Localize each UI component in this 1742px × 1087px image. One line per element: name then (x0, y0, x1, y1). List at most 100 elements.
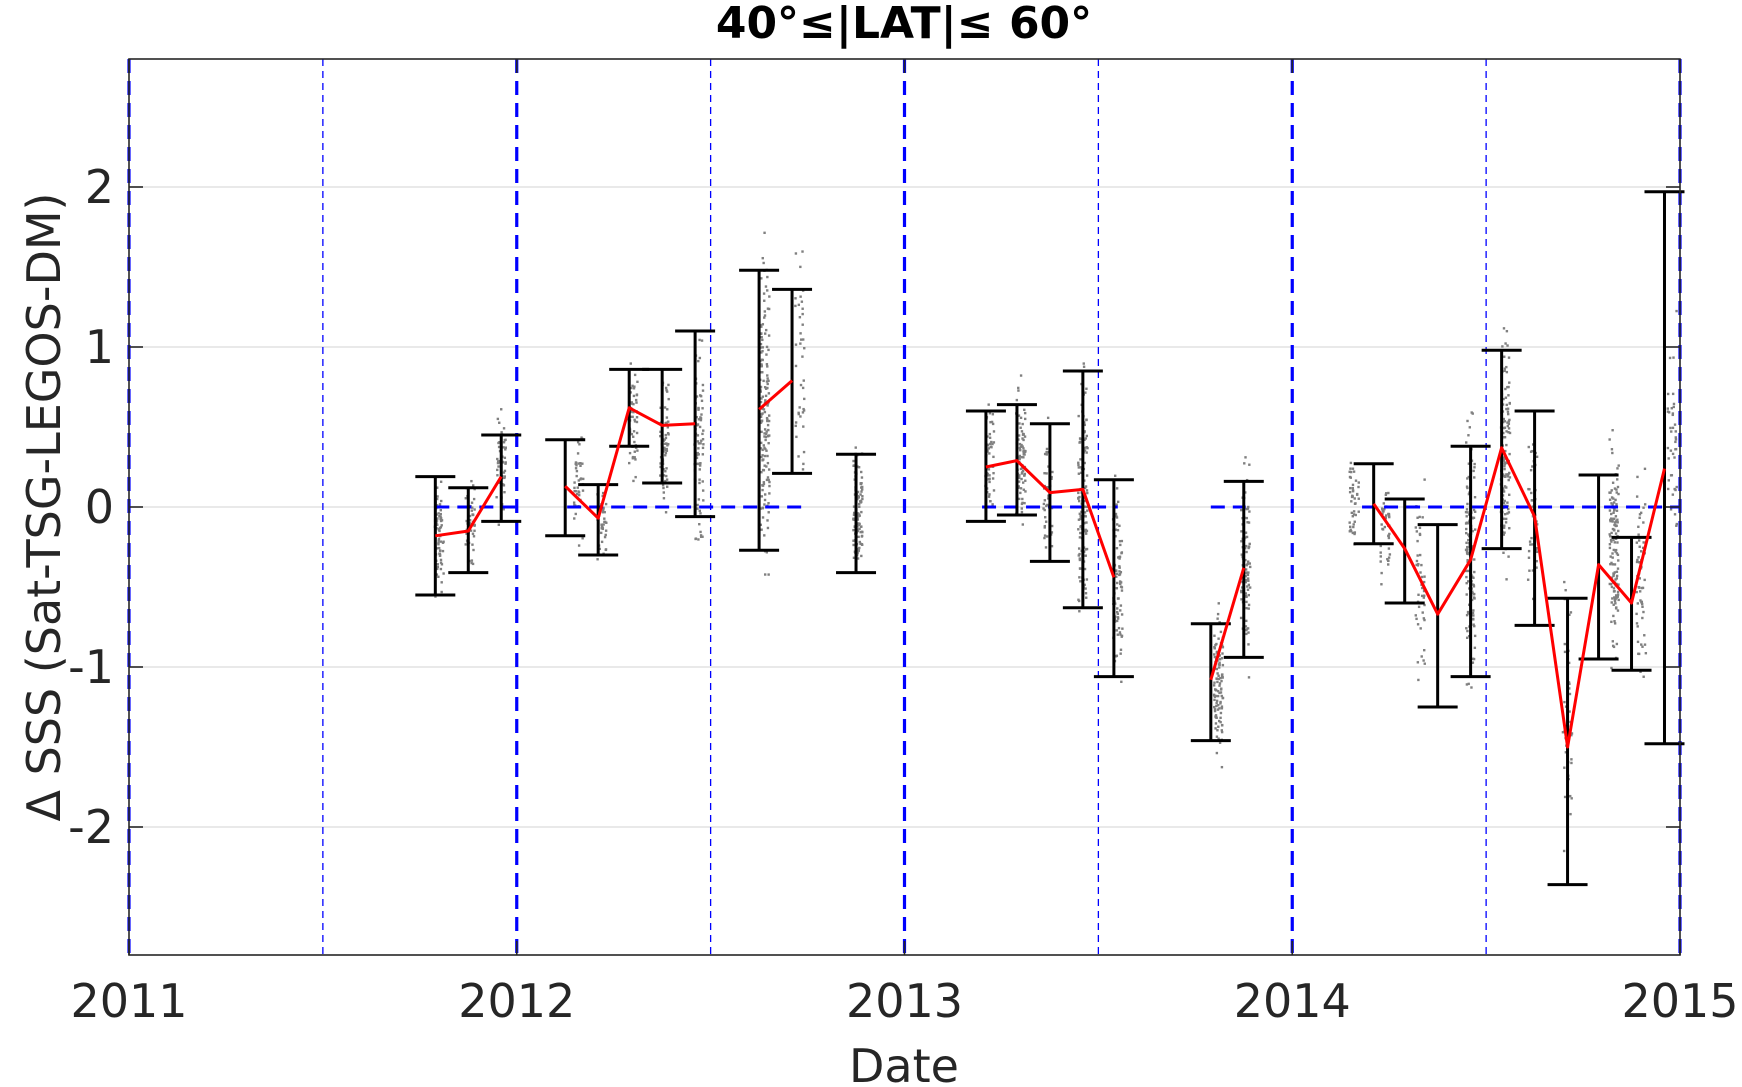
scatter-point (1246, 588, 1250, 591)
scatter-point (1414, 526, 1418, 529)
scatter-point (1020, 502, 1024, 506)
scatter-point (1045, 450, 1048, 454)
scatter-point (1213, 634, 1216, 637)
scatter-point (1245, 550, 1248, 554)
scatter-point (759, 342, 763, 346)
scatter-point (1642, 506, 1645, 509)
scatter-point (767, 478, 770, 482)
scatter-point (768, 484, 771, 488)
scatter-point (701, 383, 705, 387)
scatter-point (1415, 559, 1419, 563)
scatter-point (661, 483, 665, 487)
scatter-point (1502, 487, 1505, 490)
scatter-point (601, 508, 605, 512)
scatter-point (662, 497, 666, 500)
error-bar (1190, 622, 1231, 743)
scatter-point (600, 524, 604, 528)
scatter-point (1022, 452, 1026, 455)
scatter-point (766, 461, 770, 465)
scatter-point (852, 528, 855, 532)
scatter-point (1084, 529, 1087, 533)
scatter-point (1506, 424, 1510, 428)
scatter-point (1352, 525, 1355, 529)
scatter-point (1243, 462, 1246, 465)
scatter-point (1351, 489, 1355, 492)
scatter-point (572, 501, 576, 504)
scatter-point (1507, 478, 1510, 482)
scatter-point (1507, 420, 1511, 423)
scatter-point (665, 421, 668, 424)
scatter-point (991, 477, 995, 480)
scatter-point (1508, 381, 1511, 384)
scatter-point (1019, 374, 1023, 377)
scatter-point (1530, 536, 1533, 540)
scatter-point (760, 397, 763, 400)
scatter-point (604, 502, 608, 506)
scatter-point (1642, 610, 1645, 614)
scatter-point (1220, 730, 1224, 734)
scatter-point (765, 465, 768, 468)
scatter-point (1666, 392, 1670, 396)
scatter-point (1473, 510, 1477, 513)
scatter-point (764, 438, 767, 442)
scatter-point (1247, 607, 1250, 610)
scatter-point (1642, 521, 1645, 524)
scatter-point (1086, 491, 1089, 495)
scatter-point (1674, 438, 1678, 441)
scatter-point (1465, 515, 1468, 518)
scatter-point (766, 307, 770, 310)
scatter-point (1353, 502, 1357, 505)
scatter-point (1666, 446, 1670, 450)
scatter-point (503, 438, 507, 442)
scatter-point (1244, 592, 1248, 595)
scatter-point (496, 468, 499, 472)
error-bar (836, 452, 877, 575)
scatter-point (1083, 430, 1086, 433)
scatter-point (1050, 524, 1054, 528)
scatter-point (632, 430, 636, 433)
scatter-point (1610, 601, 1613, 604)
scatter-point (1043, 526, 1046, 529)
scatter-point (635, 416, 639, 419)
scatter-point (987, 403, 990, 406)
scatter-point (852, 543, 855, 547)
scatter-point (1467, 538, 1470, 542)
scatter-point (861, 495, 864, 498)
scatter-point (496, 474, 499, 477)
scatter-point (436, 563, 439, 566)
scatter-point (1380, 583, 1383, 586)
scatter-point (764, 447, 767, 451)
scatter-point (697, 442, 701, 445)
scatter-point (634, 475, 637, 479)
scatter-point (577, 462, 581, 465)
scatter-point (1568, 710, 1571, 713)
scatter-point (1612, 614, 1615, 618)
scatter-point (1353, 532, 1356, 536)
scatter-point (472, 484, 475, 487)
scatter-point (1505, 473, 1508, 476)
scatter-point (1085, 578, 1089, 581)
scatter-point (1215, 704, 1218, 708)
scatter-point (577, 479, 580, 482)
scatter-point (1507, 385, 1510, 389)
scatter-point (497, 445, 501, 449)
scatter-point (763, 299, 766, 302)
scatter-point (604, 529, 608, 532)
scatter-point (1115, 581, 1119, 585)
scatter-point (1218, 707, 1221, 710)
scatter-point (699, 418, 703, 422)
scatter-point (766, 526, 770, 530)
scatter-point (1115, 629, 1118, 632)
scatter-point (1017, 386, 1020, 390)
y-tick-label: 1 (85, 320, 114, 374)
scatter-point (1471, 412, 1474, 415)
scatter-point (629, 362, 632, 365)
scatter-point (1216, 680, 1219, 684)
scatter-point (759, 421, 763, 424)
scatter-point (1213, 698, 1216, 702)
scatter-point (1473, 528, 1477, 531)
scatter-point (766, 377, 769, 380)
scatter-point (801, 355, 804, 358)
scatter-point (1020, 507, 1023, 510)
scatter-point (1240, 586, 1244, 589)
